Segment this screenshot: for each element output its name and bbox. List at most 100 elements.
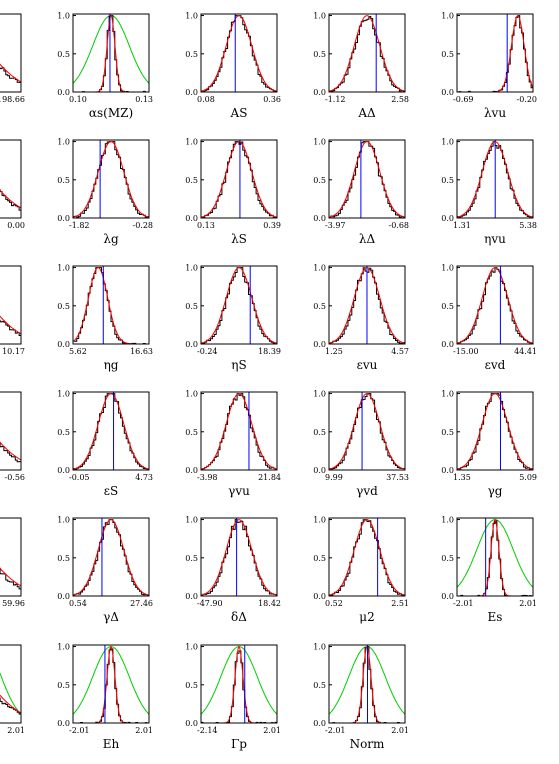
plot-frame <box>456 517 534 597</box>
histogram <box>201 650 277 723</box>
x-tick-right: 0.36 <box>263 95 281 104</box>
x-tick-left: -1.82 <box>69 221 90 230</box>
fit-curve <box>457 393 533 470</box>
panel-title: γvu <box>228 484 250 498</box>
panel-3: 0.0 0.5 1.0 -1.12 2.58 AΔ <box>313 12 409 120</box>
plot-frame <box>200 265 278 345</box>
y-tick-label: 1.0 <box>441 138 454 147</box>
histogram <box>0 189 21 218</box>
plot-frame <box>72 13 150 93</box>
y-tick-label: 0.5 <box>313 302 326 311</box>
y-tick-label: 0.5 <box>185 554 198 563</box>
y-tick-label: 0.5 <box>441 50 454 59</box>
fit-curve <box>457 14 533 92</box>
y-tick-label: 0.5 <box>185 428 198 437</box>
histogram <box>73 393 149 470</box>
x-tick-right: 2.01 <box>135 726 153 735</box>
panel-15: -0.56 <box>0 391 25 482</box>
x-tick-left: -0.05 <box>69 473 90 482</box>
prior-curve <box>73 646 149 715</box>
x-tick-left: -2.01 <box>325 726 346 735</box>
panel-title: λS <box>231 232 247 246</box>
fit-curve <box>73 393 149 470</box>
prior-curve <box>0 672 21 715</box>
y-tick-label: 0.0 <box>441 340 454 349</box>
y-tick-label: 0.5 <box>57 681 70 690</box>
plot-frame <box>72 517 150 597</box>
panel-9: 0.0 0.5 1.0 1.31 5.38 ηvu <box>441 138 537 246</box>
x-tick-right: -0.28 <box>132 221 153 230</box>
x-tick-right: 10.17 <box>2 347 25 356</box>
panel-17: 0.0 0.5 1.0 -3.98 21.84 γvu <box>185 390 281 498</box>
plot-frame <box>0 139 22 219</box>
panel-23: 0.0 0.5 1.0 0.52 2.51 μ2 <box>313 516 409 624</box>
fit-curve <box>73 519 149 596</box>
x-tick-left: -3.97 <box>325 221 346 230</box>
y-tick-label: 1.0 <box>313 12 326 21</box>
fit-curve <box>329 15 405 92</box>
panel-title: AΔ <box>357 106 376 120</box>
y-tick-label: 1.0 <box>185 264 198 273</box>
x-tick-right: -0.68 <box>388 221 409 230</box>
y-tick-label: 0.5 <box>441 428 454 437</box>
histogram <box>73 267 149 344</box>
panel-title: δΔ <box>231 610 247 624</box>
x-tick-left: 0.10 <box>69 95 87 104</box>
panel-title: λΔ <box>359 232 376 246</box>
fit-curve <box>329 393 405 470</box>
y-tick-label: 0.5 <box>313 50 326 59</box>
y-tick-label: 0.5 <box>185 302 198 311</box>
histogram <box>201 393 277 470</box>
y-tick-label: 0.5 <box>441 554 454 563</box>
panel-12: 0.0 0.5 1.0 -0.24 18.39 ηS <box>185 264 281 372</box>
fit-curve <box>0 189 21 209</box>
y-tick-label: 0.5 <box>441 176 454 185</box>
y-tick-label: 0.0 <box>313 466 326 475</box>
fit-curve <box>457 518 533 596</box>
x-tick-left: 1.31 <box>453 221 471 230</box>
plot-frame <box>456 391 534 471</box>
y-tick-label: 0.0 <box>313 214 326 223</box>
plot-frame <box>456 139 534 219</box>
y-tick-label: 0.0 <box>185 88 198 97</box>
panel-13: 0.0 0.5 1.0 1.25 4.57 εvu <box>313 264 409 372</box>
x-tick-left: 0.08 <box>197 95 215 104</box>
y-tick-label: 1.0 <box>441 390 454 399</box>
histogram <box>457 267 533 344</box>
panel-title: γΔ <box>103 610 119 624</box>
fit-curve <box>0 567 21 587</box>
plot-frame <box>0 13 22 93</box>
plot-frame <box>328 644 406 724</box>
x-tick-right: 18.42 <box>258 599 281 608</box>
x-tick-right: 0.39 <box>263 221 281 230</box>
histogram <box>201 267 277 344</box>
histogram <box>457 15 533 92</box>
x-tick-left: 1.25 <box>325 347 343 356</box>
y-tick-label: 0.5 <box>57 302 70 311</box>
plot-frame <box>0 644 22 724</box>
fit-curve <box>201 519 277 596</box>
y-tick-label: 0.0 <box>57 88 70 97</box>
panel-title: ηS <box>231 358 246 372</box>
panel-title: Es <box>488 610 503 624</box>
histogram <box>0 697 21 723</box>
y-tick-label: 0.0 <box>441 214 454 223</box>
plot-frame <box>328 265 406 345</box>
x-tick-right: 27.46 <box>130 599 153 608</box>
histogram <box>73 519 149 596</box>
panel-28: 0.0 0.5 1.0 -2.01 2.01 Norm <box>313 643 409 751</box>
x-tick-left: -0.24 <box>197 347 218 356</box>
y-tick-label: 0.5 <box>313 176 326 185</box>
y-tick-label: 0.5 <box>185 681 198 690</box>
panel-11: 0.0 0.5 1.0 5.62 16.63 ηg <box>57 264 153 372</box>
x-tick-right: 16.63 <box>130 347 153 356</box>
x-tick-left: 1.35 <box>453 473 471 482</box>
x-tick-left: 0.13 <box>197 221 215 230</box>
fit-curve <box>201 15 277 92</box>
fit-curve <box>73 14 149 92</box>
y-tick-label: 0.0 <box>313 88 326 97</box>
y-tick-label: 0.5 <box>185 50 198 59</box>
y-tick-label: 1.0 <box>185 643 198 652</box>
panel-8: 0.0 0.5 1.0 -3.97 -0.68 λΔ <box>313 138 409 246</box>
